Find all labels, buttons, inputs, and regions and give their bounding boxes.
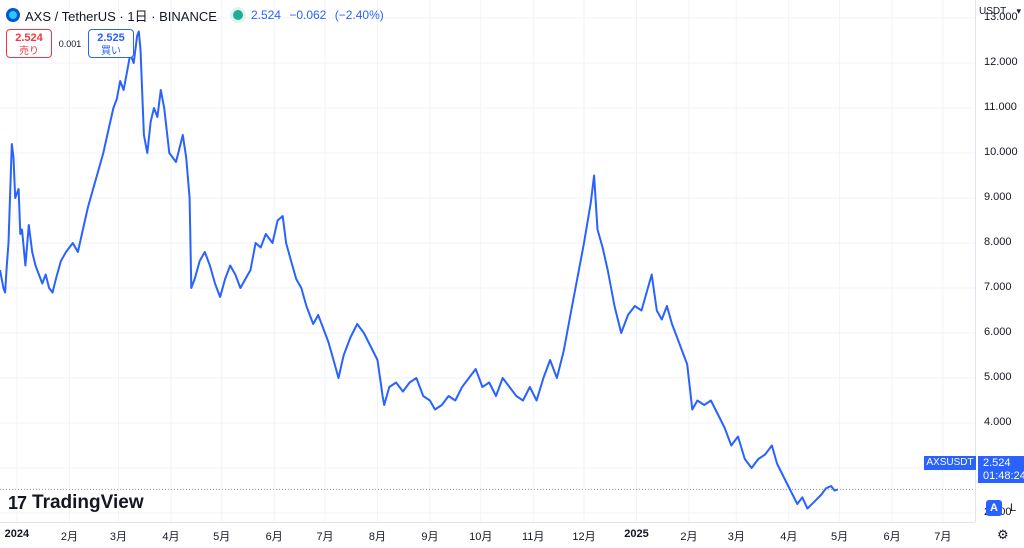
axs-coin-icon <box>6 8 20 22</box>
time-tick-label: 2025 <box>624 528 649 540</box>
price-tick-label: 12.000 <box>984 56 1018 68</box>
sell-label: 売り <box>19 46 39 57</box>
time-tick-label: 3月 <box>109 531 128 543</box>
time-tick-label: 2024 <box>4 528 30 540</box>
price-tick-label: 8.000 <box>984 236 1012 248</box>
price-tick-label: 11.000 <box>984 101 1017 113</box>
time-tick-label: 4月 <box>780 531 798 543</box>
time-tick-label: 8月 <box>368 531 387 543</box>
sell-button[interactable]: 2.524 売り <box>6 29 52 58</box>
buy-price: 2.525 <box>97 32 125 44</box>
time-axis[interactable] <box>0 522 975 548</box>
time-tick-label: 3月 <box>727 531 745 543</box>
time-tick-label: 2月 <box>680 531 698 543</box>
tradingview-wordmark: TradingView <box>32 492 144 513</box>
last-price-tag-value: 2.524 <box>983 457 1011 469</box>
time-tick-label: 11月 <box>521 531 545 543</box>
price-series-line <box>0 30 839 510</box>
spread-value: 0.001 <box>58 38 82 49</box>
price-tick-label: 9.000 <box>984 191 1012 203</box>
price-change: −0.062 <box>289 8 327 22</box>
market-open-status-icon <box>232 10 243 20</box>
auto-scale-button[interactable]: A <box>986 500 1002 516</box>
chart-header: AXS / TetherUS · 1日 · BINANCE 2.524 −0.0… <box>6 6 389 24</box>
time-tick-label: 10月 <box>469 531 493 543</box>
time-tick-label: 6月 <box>883 531 901 543</box>
trade-buttons: 2.524 売り 0.001 2.525 買い <box>0 29 134 58</box>
chevron-down-icon: ▾ <box>1016 6 1021 16</box>
price-tick-label: 10.000 <box>984 146 1018 158</box>
price-chart[interactable] <box>0 0 975 522</box>
tradingview-mark-icon: 17 <box>8 492 27 513</box>
currency-unit-label: USDT <box>979 6 1007 17</box>
price-tick-label: 7.000 <box>984 281 1012 293</box>
bar-countdown: 01:48:24 <box>983 470 1024 482</box>
price-tick-label: 4.000 <box>984 416 1012 428</box>
time-tick-label: 4月 <box>162 531 180 543</box>
symbol-title[interactable]: AXS / TetherUS · 1日 · BINANCE <box>25 8 217 24</box>
price-tick-label: 13.000 <box>984 11 1018 23</box>
time-tick-label: 5月 <box>831 531 849 543</box>
price-axis[interactable] <box>975 0 1024 522</box>
gear-icon[interactable]: ⚙ <box>997 527 1009 542</box>
time-tick-label: 5月 <box>213 531 231 543</box>
last-price-tag: 2.524 01:48:24 <box>978 456 1024 483</box>
sell-price: 2.524 <box>15 32 43 44</box>
log-scale-button[interactable]: L <box>1010 502 1017 514</box>
time-tick-label: 12月 <box>572 531 596 543</box>
time-tick-label: 9月 <box>421 531 439 543</box>
currency-unit-selector[interactable]: USDT ▾ <box>979 6 1021 22</box>
time-tick-label: 6月 <box>265 531 283 543</box>
tradingview-logo[interactable]: 17 TradingView <box>8 492 144 514</box>
time-tick-label: 2月 <box>60 531 78 543</box>
horizontal-gridlines <box>0 17 975 514</box>
last-price: 2.524 <box>250 8 281 22</box>
price-tick-label: 5.000 <box>984 371 1012 383</box>
buy-label: 買い <box>101 46 121 57</box>
time-tick-label: 7月 <box>316 531 334 543</box>
price-change-percent: (−2.40%) <box>334 8 384 22</box>
vertical-gridlines <box>16 0 944 522</box>
quote-values: 2.524 −0.062 (−2.40%) <box>251 8 389 22</box>
price-tick-label: 6.000 <box>984 326 1012 338</box>
time-tick-label: 7月 <box>934 531 952 543</box>
buy-button[interactable]: 2.525 買い <box>88 29 134 58</box>
symbol-price-tag: AXSUSDT <box>924 456 976 470</box>
